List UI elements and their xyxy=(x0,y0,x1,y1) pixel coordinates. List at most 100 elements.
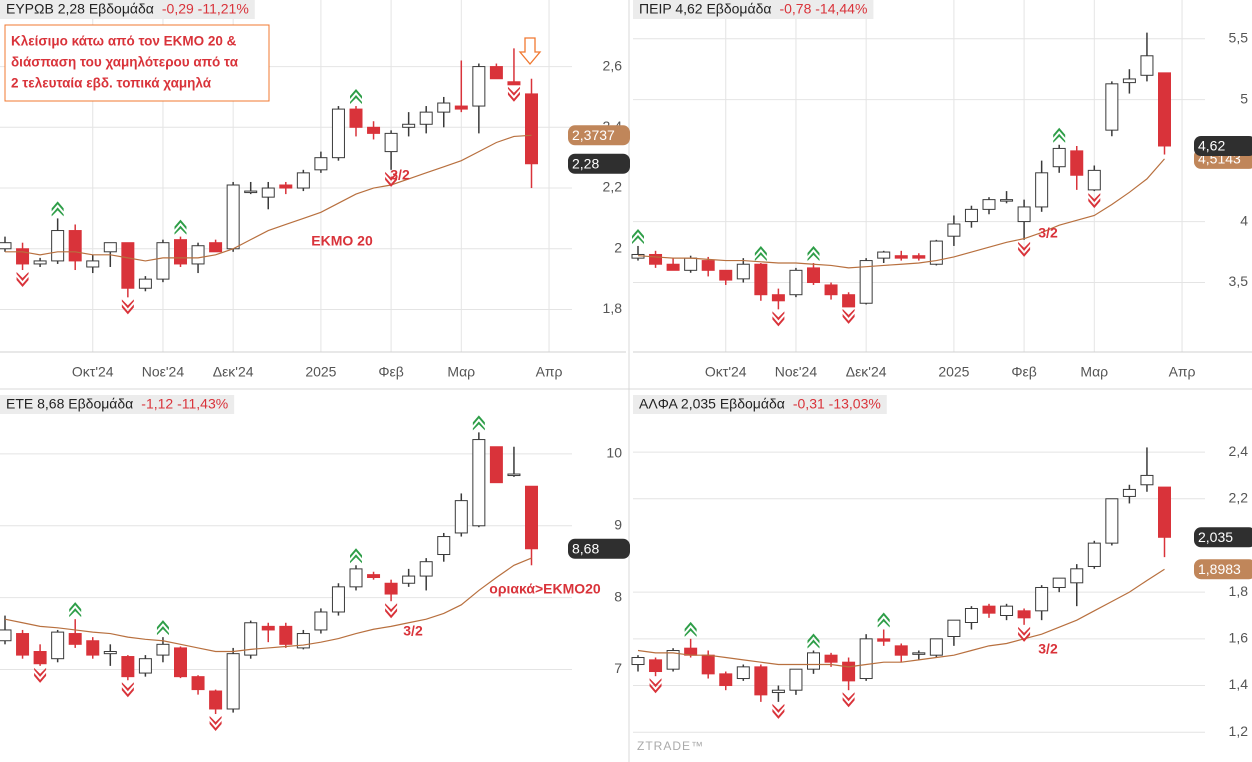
candle-body xyxy=(331,108,345,159)
x-tick-label: 2025 xyxy=(305,364,336,380)
candle-body xyxy=(1017,610,1031,619)
candle-body xyxy=(261,187,275,198)
buy-signal xyxy=(350,548,362,564)
candle-body xyxy=(384,582,398,595)
candle-body xyxy=(1052,147,1066,168)
chart-panel: 1,2 1,4 1,6 1,8 2,2 2,4 1,8983 2,035 ΑΛΦΑ 2,035 … xyxy=(631,395,1252,753)
y-tick-label: 1,6 xyxy=(1229,630,1249,646)
candle-body xyxy=(719,269,733,281)
candle-body xyxy=(929,638,943,656)
buy-signal xyxy=(69,602,82,618)
price-change: -0,31 -13,03% xyxy=(793,396,881,412)
price-badge: 2,28 xyxy=(572,155,599,171)
annotation: 3/2 xyxy=(1038,225,1058,241)
candle-body xyxy=(1035,586,1049,612)
candle-body xyxy=(824,284,838,296)
candle-body xyxy=(859,260,873,304)
price-change: -0,29 -11,21% xyxy=(162,1,249,17)
candle-body xyxy=(402,575,416,584)
ema-badge: 1,8983 xyxy=(1198,561,1241,577)
candle-body xyxy=(842,661,856,682)
sell-signal xyxy=(842,692,855,708)
candle-body xyxy=(1140,474,1154,486)
x-tick-label: Δεκ'24 xyxy=(213,364,254,380)
y-tick-label: 4 xyxy=(1240,212,1248,228)
sell-signal xyxy=(16,272,29,288)
sell-signal xyxy=(1018,626,1031,642)
x-tick-label: Δεκ'24 xyxy=(846,364,887,380)
candle-body xyxy=(964,208,978,223)
candle-body xyxy=(859,638,873,680)
candle-body xyxy=(367,574,381,579)
candle-body xyxy=(472,439,486,527)
candle-body xyxy=(754,666,768,696)
candle-body xyxy=(1017,206,1031,223)
x-tick-label: Φεβ xyxy=(1011,364,1036,380)
ema-line xyxy=(637,568,1165,668)
candle-body xyxy=(912,255,926,259)
candle-body xyxy=(649,253,663,265)
candle-body xyxy=(33,260,47,265)
candle-body xyxy=(894,255,908,259)
candle-body xyxy=(0,242,12,250)
candle-body xyxy=(402,123,416,128)
candle-body xyxy=(419,561,433,577)
candle-body xyxy=(736,263,750,280)
price-change: -1,12 -11,43% xyxy=(141,396,228,412)
candle-body xyxy=(138,278,152,289)
price-badge: 8,68 xyxy=(572,540,599,556)
candle-body xyxy=(1140,55,1154,76)
candle-body xyxy=(16,248,30,265)
sell-signal xyxy=(209,716,222,732)
y-tick-label: 10 xyxy=(606,445,622,461)
y-tick-label: 3,5 xyxy=(1229,273,1249,289)
candle-body xyxy=(261,625,275,631)
candle-body xyxy=(525,93,538,165)
note-line: διάσπαση του χαμηλότερου από τα xyxy=(11,55,239,70)
buy-signal xyxy=(754,246,767,262)
sell-signal xyxy=(121,682,134,698)
candle-body xyxy=(1087,169,1101,191)
x-tick-label: Νοε'24 xyxy=(142,364,185,380)
buy-signal xyxy=(174,219,187,235)
candle-body xyxy=(86,640,100,656)
price-badge-bg xyxy=(568,538,630,559)
candle-body xyxy=(279,625,293,645)
y-tick-label: 5 xyxy=(1240,90,1248,106)
buy-signal xyxy=(156,620,169,636)
candle-body xyxy=(754,263,768,296)
buy-signal xyxy=(684,621,697,637)
candle-body xyxy=(807,652,820,670)
candle-body xyxy=(947,223,961,237)
note-line: 2 τελευταία εβδ. τοπικά χαμηλά xyxy=(11,76,212,91)
candle-body xyxy=(437,536,451,556)
sell-signal xyxy=(507,86,520,102)
sell-signal xyxy=(842,308,855,324)
chart-title: ΕΤΕ 8,68 Εβδομάδα xyxy=(6,396,133,412)
candle-body xyxy=(296,172,310,189)
header-bg xyxy=(0,395,235,414)
ema-line xyxy=(637,158,1165,269)
candle-body xyxy=(103,242,117,253)
down-arrow xyxy=(518,37,542,66)
x-tick-label: Απρ xyxy=(1169,364,1196,380)
candle-body xyxy=(191,676,205,691)
candle-body xyxy=(982,605,996,614)
candle-body xyxy=(894,645,908,656)
candle-body xyxy=(947,619,961,638)
candle-body xyxy=(1035,172,1049,208)
x-tick-label: Οκτ'24 xyxy=(705,364,747,380)
candle-body xyxy=(507,81,521,86)
candle-body xyxy=(244,622,258,656)
candle-body xyxy=(1087,542,1101,567)
candle-body xyxy=(472,66,486,107)
sell-signal xyxy=(772,703,785,719)
candle-body xyxy=(789,269,803,296)
candle-body xyxy=(701,654,715,675)
candle-body xyxy=(209,242,223,253)
watermark: ZTRADE™ xyxy=(637,739,704,753)
y-tick-label: 2,6 xyxy=(603,57,623,73)
price-badge: 4,62 xyxy=(1198,138,1225,154)
candle-body xyxy=(174,647,187,678)
candle-body xyxy=(1000,199,1014,202)
